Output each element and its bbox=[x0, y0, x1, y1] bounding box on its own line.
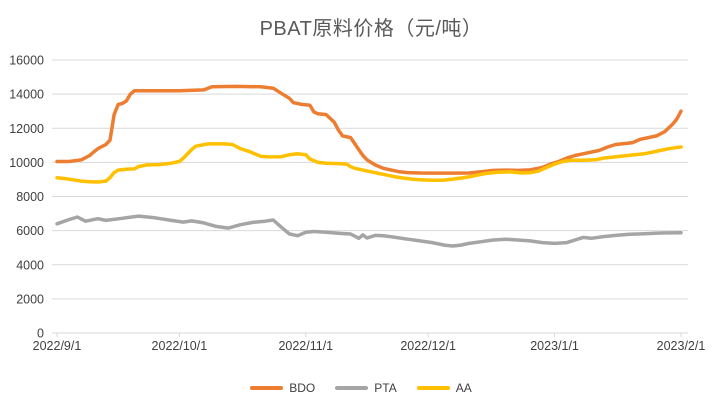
x-axis-tick-label: 2023/1/1 bbox=[530, 339, 579, 353]
legend-item-bdo: BDO bbox=[250, 381, 315, 395]
y-axis-tick-label: 16000 bbox=[9, 54, 44, 68]
y-axis-tick-label: 4000 bbox=[16, 258, 44, 272]
y-axis-tick-label: 2000 bbox=[16, 292, 44, 306]
x-axis-tick-label: 2022/9/1 bbox=[33, 339, 82, 353]
chart-title: PBAT原料价格（元/吨） bbox=[259, 18, 483, 40]
legend-label-pta: PTA bbox=[374, 381, 397, 395]
y-axis-tick-label: 10000 bbox=[9, 156, 44, 170]
series-line-pta bbox=[55, 214, 683, 248]
series-line-aa bbox=[55, 142, 683, 184]
legend-line-aa bbox=[416, 386, 450, 390]
series-line-bdo bbox=[55, 84, 683, 175]
x-axis-tick-label: 2022/12/1 bbox=[400, 339, 456, 353]
y-axis-tick-label: 6000 bbox=[16, 224, 44, 238]
chart-legend: BDO PTA AA bbox=[0, 381, 722, 395]
x-axis-tick-label: 2022/11/1 bbox=[278, 339, 333, 353]
legend-label-bdo: BDO bbox=[289, 381, 316, 395]
y-axis-tick-label: 0 bbox=[37, 327, 44, 341]
y-axis-tick-label: 12000 bbox=[9, 122, 44, 136]
legend-line-pta bbox=[335, 386, 369, 390]
legend-item-aa: AA bbox=[416, 381, 472, 395]
legend-item-pta: PTA bbox=[335, 381, 397, 395]
y-axis-tick-label: 8000 bbox=[16, 190, 44, 204]
x-axis-tick-label: 2022/10/1 bbox=[152, 339, 208, 353]
x-axis-tick-label: 2023/2/1 bbox=[657, 339, 706, 353]
legend-label-aa: AA bbox=[455, 381, 472, 395]
y-axis-tick-label: 14000 bbox=[9, 88, 44, 102]
legend-line-bdo bbox=[250, 386, 284, 390]
